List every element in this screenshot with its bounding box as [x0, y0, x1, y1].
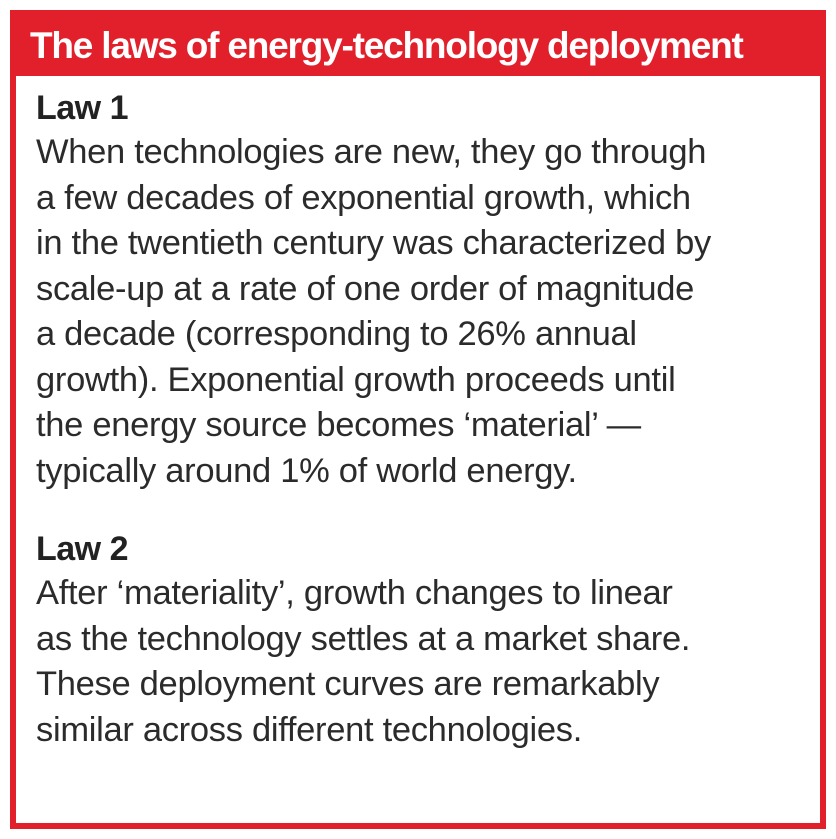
law-1-line: typically around 1% of world energy.	[36, 451, 577, 490]
laws-box: The laws of energy-technology deployment…	[10, 10, 826, 829]
law-1-line: a few decades of exponential growth, whi…	[36, 178, 691, 217]
law-1-line: a decade (corresponding to 26% annual	[36, 315, 637, 353]
law-2-line: similar across different technologies.	[36, 710, 582, 749]
law-2-line: After ‘materiality’, growth changes to l…	[36, 574, 673, 612]
law-1-line: in the twentieth century was characteriz…	[36, 224, 711, 262]
law-2-section: Law 2 After ‘materiality’, growth change…	[36, 527, 800, 753]
box-header: The laws of energy-technology deployment	[16, 16, 820, 76]
law-1-line: scale-up at a rate of one order of magni…	[36, 269, 695, 308]
law-1-line: the energy source becomes ‘material’ —	[36, 406, 641, 444]
law-2-heading: Law 2	[36, 530, 128, 568]
law-2-text: After ‘materiality’, growth changes to l…	[36, 571, 800, 753]
law-2-line: as the technology settles at a market sh…	[36, 619, 691, 658]
law-2-line: These deployment curves are remarkably	[36, 665, 660, 703]
law-1-line: When technologies are new, they go throu…	[36, 133, 707, 171]
law-1-line: growth). Exponential growth proceeds unt…	[36, 360, 676, 399]
law-1-section: Law 1 When technologies are new, they go…	[36, 86, 800, 494]
box-title: The laws of energy-technology deployment	[30, 25, 744, 66]
box-content: Law 1 When technologies are new, they go…	[16, 76, 820, 753]
law-1-heading: Law 1	[36, 89, 128, 127]
law-1-text: When technologies are new, they go throu…	[36, 130, 800, 494]
